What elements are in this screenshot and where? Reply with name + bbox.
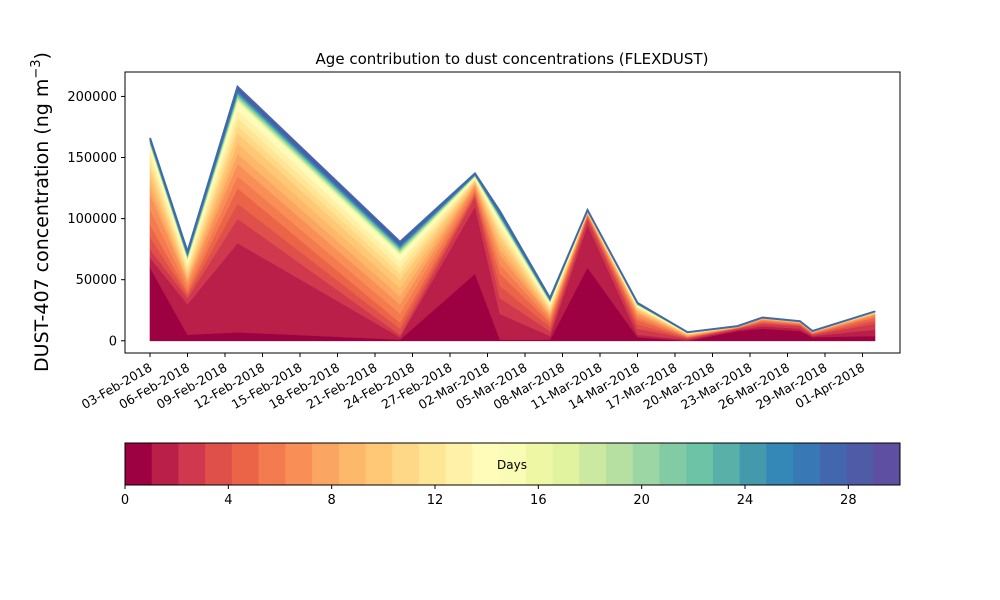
colorbar-segment	[659, 443, 687, 485]
colorbar-segment	[125, 443, 153, 485]
colorbar-segment	[606, 443, 634, 485]
colorbar-segment	[178, 443, 206, 485]
colorbar-tick-label: 20	[633, 493, 650, 508]
y-axis-label: DUST-407 concentration (ng m−3)	[29, 52, 53, 372]
y-tick-label: 50000	[76, 273, 117, 288]
y-tick-label: 150000	[67, 151, 117, 166]
colorbar-segment	[766, 443, 794, 485]
colorbar-tick-label: 16	[530, 493, 547, 508]
plot-area	[149, 84, 876, 342]
colorbar-segment	[846, 443, 874, 485]
colorbar-tick-label: 12	[427, 493, 444, 508]
colorbar-frame	[124, 442, 901, 486]
total-concentration-line	[149, 84, 876, 334]
colorbar-segment	[552, 443, 580, 485]
colorbar-segment	[873, 443, 901, 485]
colorbar-tick-label: 24	[737, 493, 754, 508]
y-tick-label: 200000	[67, 90, 117, 105]
colorbar-segment	[819, 443, 848, 485]
colorbar-segment	[392, 443, 420, 485]
y-tick-label: 100000	[67, 212, 117, 227]
colorbar-segment	[499, 443, 527, 485]
y-tick-label: 0	[109, 334, 117, 349]
colorbar-tick-label: 28	[840, 493, 857, 508]
y-axis-label-superscript: −3	[29, 59, 44, 78]
colorbar-segment	[205, 443, 233, 485]
colorbar: 0 4 8 12 16 20 24 28	[121, 442, 901, 508]
colorbar-segment	[579, 443, 607, 485]
colorbar-tick-label: 0	[121, 493, 129, 508]
colorbar-segment	[445, 443, 473, 485]
y-axis-label-close: )	[31, 52, 53, 59]
colorbar-segment	[712, 443, 741, 485]
colorbar-segment	[258, 443, 286, 485]
y-axis: 0 50000 100000 150000 200000	[67, 90, 125, 349]
chart-title: Age contribution to dust concentrations …	[316, 50, 709, 68]
colorbar-segment	[793, 443, 821, 485]
colorbar-segment	[151, 443, 179, 485]
colorbar-segment	[472, 443, 500, 485]
colorbar-label: Days	[497, 458, 527, 472]
colorbar-tick-label: 8	[328, 493, 336, 508]
colorbar-segment	[632, 443, 660, 485]
colorbar-segment	[365, 443, 393, 485]
y-axis-label-text: DUST-407 concentration (ng m	[31, 79, 53, 372]
colorbar-segment	[739, 443, 767, 485]
colorbar-segment	[312, 443, 340, 485]
colorbar-segment	[231, 443, 260, 485]
colorbar-segment	[525, 443, 554, 485]
colorbar-tick-label: 4	[224, 493, 232, 508]
colorbar-segment	[338, 443, 367, 485]
colorbar-segment	[686, 443, 714, 485]
plot-frame	[124, 71, 901, 354]
colorbar-segment	[418, 443, 447, 485]
colorbar-segment	[285, 443, 313, 485]
